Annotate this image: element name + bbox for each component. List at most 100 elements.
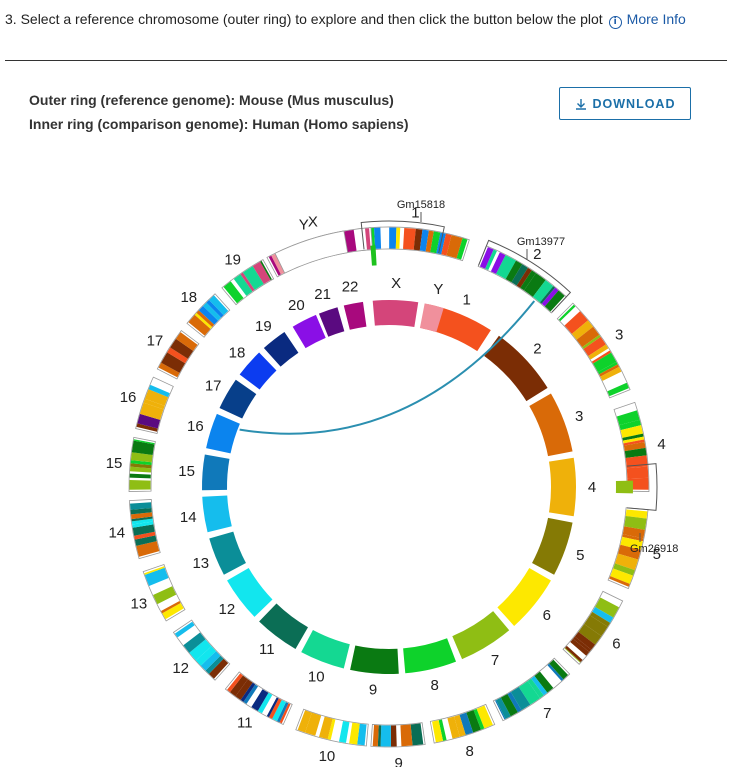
inner-chromosome-10 xyxy=(301,630,350,669)
inner-label-12: 12 xyxy=(219,601,236,618)
more-info-link[interactable]: i More Info xyxy=(603,11,686,29)
outer-band xyxy=(617,544,641,560)
outer-band xyxy=(622,526,645,539)
outer-band xyxy=(276,702,289,723)
outer-band xyxy=(305,712,322,736)
outer-band xyxy=(133,439,155,445)
synteny-link xyxy=(239,300,536,435)
inner-label-6: 6 xyxy=(543,607,551,624)
outer-band xyxy=(600,366,622,381)
outer-band xyxy=(584,615,608,637)
inner-label-17: 17 xyxy=(205,378,222,395)
outer-band xyxy=(571,320,594,340)
outer-band xyxy=(624,447,647,458)
outer-band xyxy=(338,721,350,743)
inner-chromosome-11 xyxy=(259,603,308,649)
outer-label-Y: Y xyxy=(299,217,309,234)
outer-band xyxy=(167,347,188,364)
outer-band xyxy=(544,290,565,312)
outer-label-13: 13 xyxy=(131,596,148,613)
outer-band xyxy=(583,336,606,357)
outer-band xyxy=(140,402,164,420)
outer-label-12: 12 xyxy=(172,660,189,677)
inner-chromosome-14 xyxy=(202,495,232,533)
inner-chromosome-3 xyxy=(529,393,573,457)
outer-band xyxy=(370,227,376,250)
inner-chromosome-2 xyxy=(484,335,548,402)
outer-band xyxy=(446,235,463,259)
outer-band xyxy=(622,436,645,444)
outer-band xyxy=(357,723,367,746)
bracket-chr2 xyxy=(478,239,572,313)
inner-label-11: 11 xyxy=(259,641,275,658)
inner-chromosome-6 xyxy=(497,568,551,626)
step-text: 3. Select a reference chromosome (outer … xyxy=(5,11,603,27)
outer-label-X: X xyxy=(308,214,318,231)
inner-label-21: 21 xyxy=(314,286,331,303)
inner-label-14: 14 xyxy=(180,509,197,526)
outer-band xyxy=(609,576,630,587)
outer-band xyxy=(524,273,546,297)
outer-band xyxy=(520,270,536,291)
inner-label-20: 20 xyxy=(288,297,305,314)
outer-band xyxy=(430,231,441,254)
inner-chromosome-5 xyxy=(532,517,573,575)
outer-band xyxy=(132,524,155,536)
inner-label-13: 13 xyxy=(192,555,209,572)
outer-label-15: 15 xyxy=(106,455,123,472)
outer-band xyxy=(260,260,272,280)
outer-band xyxy=(148,384,170,398)
outer-band xyxy=(251,689,269,711)
inner-label-22: 22 xyxy=(342,279,359,296)
outer-label-14: 14 xyxy=(108,525,125,542)
outer-band xyxy=(227,673,243,693)
outer-band xyxy=(203,302,222,321)
inner-label-4: 4 xyxy=(588,479,596,496)
outer-band xyxy=(131,440,155,456)
outer-band xyxy=(136,423,158,432)
outer-band xyxy=(438,719,447,741)
outer-band xyxy=(183,632,206,653)
outer-band xyxy=(593,352,617,373)
download-button[interactable]: DOWNLOAD xyxy=(559,87,691,120)
outer-label-3: 3 xyxy=(615,327,623,344)
outer-band xyxy=(476,705,493,729)
outer-chromosome-Y xyxy=(274,230,349,274)
outer-band xyxy=(209,295,229,316)
outer-band xyxy=(194,312,213,329)
outer-band xyxy=(410,723,424,746)
inner-chromosome-16 xyxy=(206,413,240,454)
outer-band xyxy=(624,516,647,530)
outer-band xyxy=(372,725,379,747)
outer-band xyxy=(374,227,382,249)
outer-label-2: 2 xyxy=(533,246,541,263)
outer-band xyxy=(490,252,506,274)
outer-band xyxy=(473,708,485,730)
outer-ring-label: Outer ring (reference genome): Mouse (Mu… xyxy=(29,92,394,108)
inner-chromosome-8 xyxy=(403,638,457,674)
outer-band xyxy=(188,314,211,336)
inner-label-Y: Y xyxy=(433,281,443,298)
outer-band xyxy=(279,703,291,724)
inner-chromosome-18 xyxy=(239,352,277,390)
outer-band xyxy=(496,255,516,279)
outer-band xyxy=(129,473,151,479)
outer-band xyxy=(570,638,590,656)
outer-band xyxy=(619,419,642,431)
inner-chromosome-20 xyxy=(292,314,326,349)
outer-band xyxy=(589,611,611,627)
outer-band xyxy=(395,227,401,249)
outer-band xyxy=(447,716,460,739)
outer-band xyxy=(129,466,152,473)
outer-band xyxy=(130,463,152,469)
outer-band xyxy=(161,352,186,373)
outer-ring xyxy=(128,226,650,748)
outer-band xyxy=(205,655,224,674)
outer-band xyxy=(196,310,215,327)
outer-band xyxy=(257,692,273,714)
plot-annotations: Gm15818 Gm13977 Gm26918 xyxy=(239,199,678,555)
inner-label-19: 19 xyxy=(255,318,272,335)
